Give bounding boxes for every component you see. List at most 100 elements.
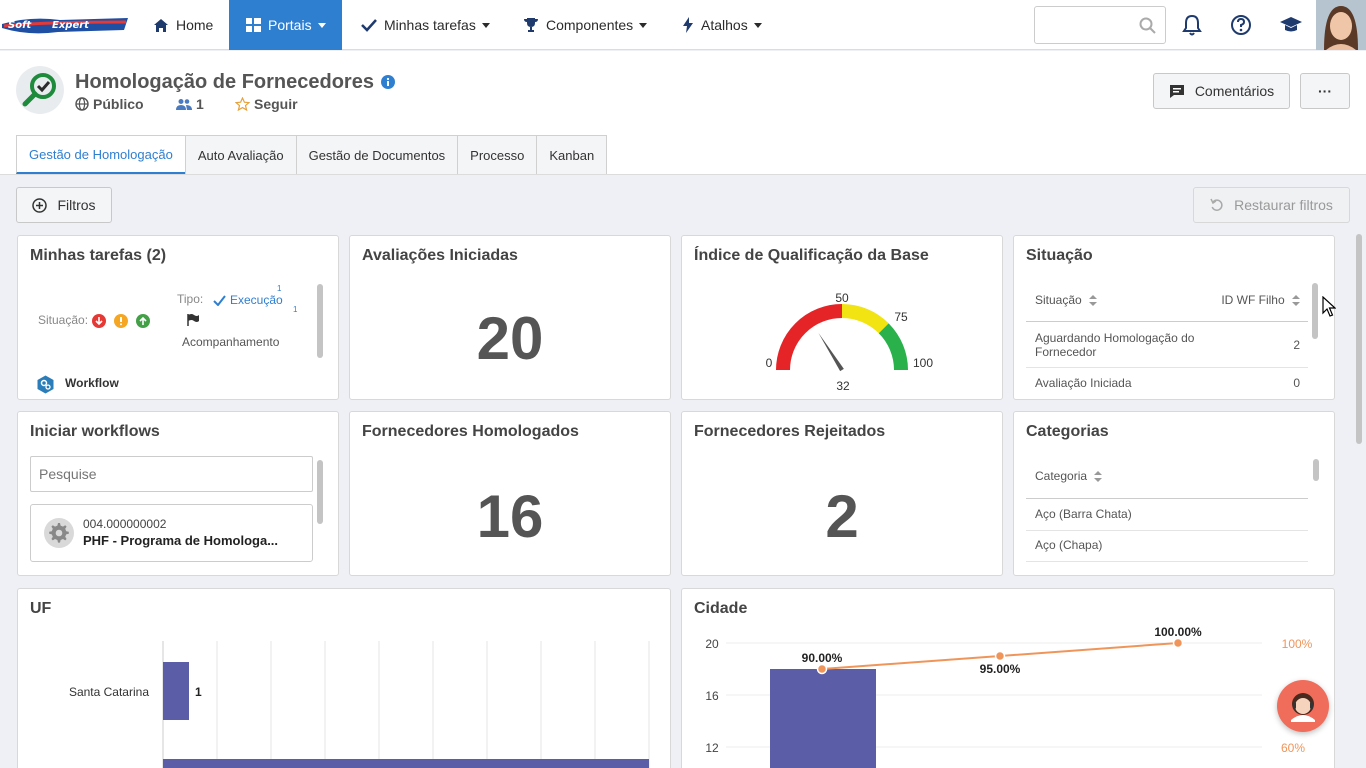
members-count[interactable]: 1 xyxy=(176,96,204,112)
restore-filters-button[interactable]: Restaurar filtros xyxy=(1193,187,1350,223)
page-scrollbar[interactable] xyxy=(1356,234,1362,444)
bar-partial xyxy=(163,759,649,768)
data-label: 90.00% xyxy=(802,651,843,665)
table-row[interactable]: Aço (Barra Chata) xyxy=(1035,507,1132,521)
page-title: Homologação de Fornecedores xyxy=(75,71,374,93)
tab-processo[interactable]: Processo xyxy=(457,135,538,174)
sort-icon xyxy=(1292,295,1300,307)
nav-atalhos[interactable]: Atalhos xyxy=(682,0,762,50)
uf-bar-chart[interactable]: Santa Catarina 1 xyxy=(18,589,671,768)
workflow-search-input[interactable] xyxy=(30,456,313,492)
chat-assistant-button[interactable] xyxy=(1277,680,1329,732)
svg-text:Soft: Soft xyxy=(8,20,32,31)
nav-componentes[interactable]: Componentes xyxy=(523,0,648,50)
chevron-down-icon xyxy=(317,22,326,28)
execucao-link[interactable]: Execução xyxy=(213,293,283,307)
bell-icon[interactable] xyxy=(1180,13,1204,37)
flag-icon[interactable] xyxy=(186,313,200,327)
card-title: Categorias xyxy=(1026,423,1109,440)
y2-tick-label: 100% xyxy=(1282,637,1313,651)
globe-icon xyxy=(75,97,89,111)
softexpert-logo[interactable]: Soft Expert xyxy=(0,14,130,36)
table-row[interactable]: Aguardando Homologação do Fornecedor xyxy=(1035,331,1194,359)
visibility-public: Público xyxy=(75,96,144,112)
late-status-icon[interactable] xyxy=(92,314,106,328)
nav-portais[interactable]: Portais xyxy=(229,0,342,50)
gauge-min-label: 0 xyxy=(766,356,773,370)
filters-button[interactable]: Filtros xyxy=(16,187,112,223)
nav-minhas-tarefas[interactable]: Minhas tarefas xyxy=(361,0,490,50)
acompanhamento-label[interactable]: Acompanhamento xyxy=(182,335,280,349)
card-title: Minhas tarefas (2) xyxy=(30,247,167,264)
workflow-icon xyxy=(37,375,54,394)
card-title: UF xyxy=(30,600,52,617)
card-indice-qualificacao: Índice de Qualificação da Base 0 50 75 1… xyxy=(681,235,1003,400)
undo-icon xyxy=(1210,198,1223,211)
card-title: Índice de Qualificação da Base xyxy=(694,247,929,264)
check-icon xyxy=(213,294,226,306)
card-fornecedores-rejeitados: Fornecedores Rejeitados 2 xyxy=(681,411,1003,576)
ellipsis-icon: ··· xyxy=(1318,83,1332,99)
workflow-code: 004.000000002 xyxy=(83,517,167,531)
chevron-down-icon xyxy=(753,22,762,28)
info-icon[interactable] xyxy=(381,75,395,89)
gauge-red-band xyxy=(776,304,843,371)
column-header-label: Categoria xyxy=(1035,469,1088,483)
tasks-scrollbar[interactable] xyxy=(317,284,323,358)
tab-gestao-documentos[interactable]: Gestão de Documentos xyxy=(295,135,459,174)
tab-kanban[interactable]: Kanban xyxy=(536,135,608,174)
nav-portais-label: Portais xyxy=(268,17,312,33)
graduation-cap-icon[interactable] xyxy=(1279,13,1303,37)
card-fornecedores-homologados: Fornecedores Homologados 16 xyxy=(349,411,671,576)
gauge-green-band xyxy=(878,323,908,371)
help-icon[interactable] xyxy=(1229,13,1253,37)
card-title: Fornecedores Homologados xyxy=(362,423,579,440)
warning-status-icon[interactable] xyxy=(114,314,128,328)
chevron-down-icon xyxy=(639,22,648,28)
workflow-scrollbar[interactable] xyxy=(317,460,323,524)
follow-button[interactable]: Seguir xyxy=(235,96,298,112)
card-title: Avaliações Iniciadas xyxy=(362,247,518,264)
card-title: Situação xyxy=(1026,247,1093,264)
workflow-list-item[interactable]: 004.000000002 PHF - Programa de Homologa… xyxy=(30,504,313,562)
search-icon[interactable] xyxy=(1139,17,1157,35)
cidade-pareto-chart[interactable]: 20 16 12 100% 60% 90.00% 95.00% 100.00% xyxy=(682,589,1335,768)
top-navbar: Soft Expert Home Portais Minhas tarefas … xyxy=(0,0,1366,50)
comments-button[interactable]: Comentários xyxy=(1153,73,1290,109)
gauge-max-label: 100 xyxy=(913,356,933,370)
tab-gestao-homologacao[interactable]: Gestão de Homologação xyxy=(16,135,186,174)
table-row[interactable]: Avaliação Iniciada xyxy=(1035,376,1132,390)
svg-text:Expert: Expert xyxy=(52,20,90,31)
portal-icon xyxy=(16,66,64,114)
ontime-status-icon[interactable] xyxy=(136,314,150,328)
members-label: 1 xyxy=(196,96,204,112)
table-scrollbar[interactable] xyxy=(1313,459,1319,481)
gauge-needle xyxy=(818,332,844,372)
magnifier-check-icon xyxy=(22,73,56,107)
nav-componentes-label: Componentes xyxy=(546,17,634,33)
nav-home[interactable]: Home xyxy=(153,0,213,50)
kpi-value[interactable]: 20 xyxy=(476,305,544,372)
column-header-categoria[interactable]: Categoria xyxy=(1035,469,1103,483)
gauge-mid-label: 50 xyxy=(835,291,849,305)
mouse-cursor-icon xyxy=(1322,296,1336,317)
tab-auto-avaliacao[interactable]: Auto Avaliação xyxy=(184,135,297,174)
kpi-value[interactable]: 2 xyxy=(825,483,859,550)
column-header-situacao[interactable]: Situação xyxy=(1035,293,1098,307)
chevron-down-icon xyxy=(481,22,490,28)
header-divider xyxy=(1026,498,1308,499)
workflow-label[interactable]: Workflow xyxy=(65,376,119,390)
nav-atalhos-label: Atalhos xyxy=(701,17,748,33)
global-search-input[interactable] xyxy=(1034,6,1166,44)
bolt-icon xyxy=(683,17,693,33)
workflow-name: PHF - Programa de Homologa... xyxy=(83,533,279,548)
gear-icon xyxy=(44,518,74,548)
more-options-button[interactable]: ··· xyxy=(1300,73,1350,109)
trophy-icon xyxy=(524,18,538,32)
user-avatar[interactable] xyxy=(1316,0,1366,50)
column-header-id-wf[interactable]: ID WF Filho xyxy=(1221,293,1300,307)
gauge-chart[interactable]: 0 50 75 100 32 xyxy=(682,276,1003,400)
kpi-value[interactable]: 16 xyxy=(476,483,544,550)
table-row[interactable]: Aço (Chapa) xyxy=(1035,538,1103,552)
table-scrollbar[interactable] xyxy=(1312,283,1318,339)
